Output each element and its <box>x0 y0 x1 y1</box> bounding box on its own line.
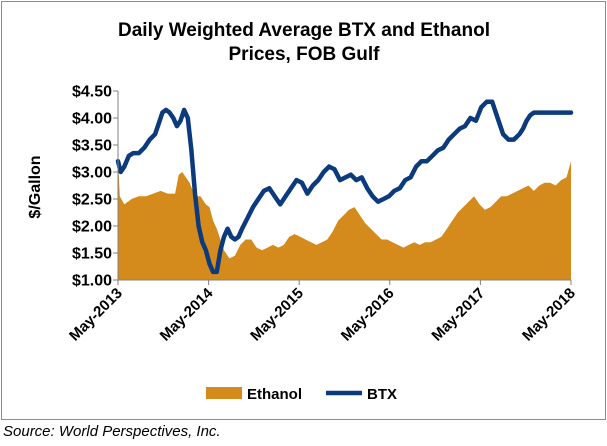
chart-title-line-2: Prices, FOB Gulf <box>229 44 381 65</box>
y-tick-label: $4.00 <box>72 111 112 128</box>
legend-swatch-ethanol <box>206 387 242 399</box>
legend-label-ethanol: Ethanol <box>247 386 302 403</box>
legend-label-btx: BTX <box>367 386 397 403</box>
y-tick-label: $3.00 <box>72 165 112 182</box>
chart-title-line-1: Daily Weighted Average BTX and Ethanol <box>118 20 490 41</box>
y-tick-label: $1.00 <box>72 273 112 290</box>
x-tick-label: May-2017 <box>428 285 488 345</box>
x-tick-label: May-2013 <box>66 285 126 345</box>
x-tick-label: May-2014 <box>157 284 217 344</box>
y-tick-label: $4.50 <box>72 84 112 101</box>
y-axis-label: $/Gallon <box>27 155 44 218</box>
series-area-ethanol <box>118 158 571 280</box>
x-tick-label: May-2016 <box>338 285 398 345</box>
y-tick-label: $3.50 <box>72 138 112 155</box>
y-tick-label: $2.50 <box>72 192 112 209</box>
y-tick-label: $2.00 <box>72 219 112 236</box>
y-tick-label: $1.50 <box>72 246 112 263</box>
source-note: Source: World Perspectives, Inc. <box>3 423 221 440</box>
series-line-btx <box>115 99 574 275</box>
chart-area: Daily Weighted Average BTX and Ethanol P… <box>27 20 579 403</box>
x-tick-label: May-2018 <box>519 285 579 345</box>
plot-layer: $1.00 $1.50 $2.00 $2.50 $3.00 $3.50 $4.00 $4.50… <box>66 84 579 345</box>
x-tick-label: May-2015 <box>247 285 307 345</box>
